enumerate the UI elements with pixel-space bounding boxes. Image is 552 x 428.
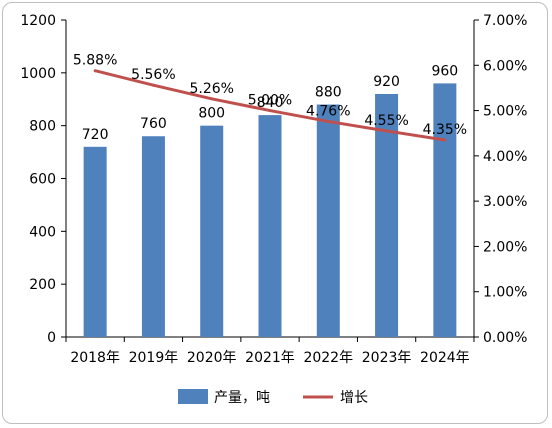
line-value-label: 5.00%	[248, 93, 292, 109]
x-tick-label: 2021年	[245, 350, 295, 366]
left-tick-label: 200	[29, 277, 56, 293]
x-tick-label: 2022年	[303, 350, 353, 366]
left-tick-label: 0	[47, 330, 56, 346]
legend: 产量，吨 增长	[178, 389, 368, 406]
line-value-label: 4.35%	[423, 122, 467, 138]
left-tick-label: 400	[29, 224, 56, 240]
left-axis-ticks: 0 200 400 600 800 1000 1200	[20, 13, 66, 346]
bar	[433, 83, 457, 338]
legend-label-line: 增长	[340, 390, 368, 406]
right-tick-label: 2.00%	[483, 239, 527, 255]
line-value-label: 5.26%	[189, 81, 233, 97]
x-tick-label: 2018年	[70, 350, 120, 366]
line-point	[210, 97, 214, 101]
bar-value-label: 920	[373, 74, 400, 90]
bar-value-label: 960	[431, 63, 458, 79]
right-tick-label: 4.00%	[483, 149, 527, 165]
bar-value-label: 720	[82, 127, 109, 143]
left-tick-label: 1000	[20, 66, 56, 82]
line-value-label: 5.56%	[131, 67, 175, 83]
left-tick-label: 600	[29, 172, 56, 188]
line-point	[326, 119, 330, 123]
bar	[258, 115, 282, 337]
bar	[200, 125, 224, 338]
right-tick-label: 6.00%	[483, 58, 527, 74]
bar	[316, 104, 340, 338]
line-point	[268, 109, 272, 113]
x-tick-label: 2020年	[187, 350, 237, 366]
line-point	[385, 129, 389, 133]
x-tick-label: 2019年	[129, 350, 179, 366]
line-series	[93, 69, 447, 142]
legend-label-bar: 产量，吨	[214, 390, 270, 406]
line-point	[151, 83, 155, 87]
left-tick-label: 1200	[20, 13, 56, 29]
x-tick-label: 2024年	[420, 350, 470, 366]
line-value-label: 4.55%	[364, 113, 408, 129]
line-value-label: 5.88%	[73, 53, 117, 69]
left-tick-label: 800	[29, 119, 56, 135]
right-tick-label: 1.00%	[483, 285, 527, 301]
right-axis-ticks: 0.00% 1.00% 2.00% 3.00% 4.00% 5.00% 6.00% 7.00%	[474, 13, 527, 346]
bar	[83, 146, 107, 337]
bar	[375, 93, 399, 337]
right-tick-label: 5.00%	[483, 104, 527, 120]
bar	[141, 136, 165, 337]
x-axis-ticks: 2018年 2019年 2020年 2021年 2022年 2023年 2024年	[65, 337, 475, 366]
line-value-label: 4.76%	[306, 103, 350, 119]
line-point	[93, 69, 97, 73]
right-tick-label: 0.00%	[483, 330, 527, 346]
bar-value-label: 880	[315, 85, 342, 101]
bar-value-label: 800	[198, 106, 225, 122]
right-tick-label: 3.00%	[483, 194, 527, 210]
x-tick-label: 2023年	[362, 350, 412, 366]
right-tick-label: 7.00%	[483, 13, 527, 29]
bar-value-label: 760	[140, 116, 167, 132]
line-point	[443, 138, 447, 142]
bar-value-label: 840	[257, 95, 284, 111]
legend-swatch-bar	[178, 389, 208, 404]
line-data-labels: 5.88% 5.56% 5.26% 5.00% 4.76% 4.55% 4.35%	[73, 53, 467, 138]
bar-series	[83, 83, 457, 338]
bar-data-labels: 720 760 800 840 880 920 960	[82, 63, 458, 142]
